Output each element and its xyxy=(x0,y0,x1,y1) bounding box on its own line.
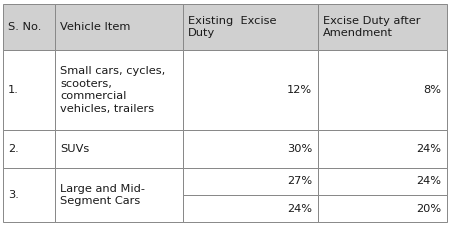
Text: 24%: 24% xyxy=(416,176,441,187)
Text: Excise Duty after
Amendment: Excise Duty after Amendment xyxy=(323,16,420,38)
Bar xyxy=(3,4,55,50)
Text: Vehicle Item: Vehicle Item xyxy=(60,22,130,32)
Bar xyxy=(318,168,447,195)
Bar xyxy=(183,195,318,222)
Text: 3.: 3. xyxy=(8,190,19,200)
Text: 12%: 12% xyxy=(287,85,312,95)
Bar xyxy=(3,50,55,130)
Bar xyxy=(183,168,318,195)
Text: 24%: 24% xyxy=(416,144,441,154)
Text: 1.: 1. xyxy=(8,85,19,95)
Text: 2.: 2. xyxy=(8,144,19,154)
Bar xyxy=(55,130,183,168)
Bar xyxy=(3,130,55,168)
Bar xyxy=(318,4,447,50)
Bar xyxy=(183,130,318,168)
Text: 20%: 20% xyxy=(416,203,441,214)
Bar xyxy=(183,4,318,50)
Bar xyxy=(318,195,447,222)
Text: Existing  Excise
Duty: Existing Excise Duty xyxy=(188,16,276,38)
Bar xyxy=(318,50,447,130)
Bar xyxy=(55,168,183,222)
Bar xyxy=(55,4,183,50)
Text: 24%: 24% xyxy=(287,203,312,214)
Text: Large and Mid-
Segment Cars: Large and Mid- Segment Cars xyxy=(60,184,145,206)
Bar xyxy=(55,50,183,130)
Text: 8%: 8% xyxy=(423,85,441,95)
Bar xyxy=(183,50,318,130)
Text: S. No.: S. No. xyxy=(8,22,41,32)
Text: Small cars, cycles,
scooters,
commercial
vehicles, trailers: Small cars, cycles, scooters, commercial… xyxy=(60,66,165,114)
Bar xyxy=(3,168,55,222)
Bar xyxy=(318,130,447,168)
Text: 27%: 27% xyxy=(287,176,312,187)
Text: SUVs: SUVs xyxy=(60,144,89,154)
Text: 30%: 30% xyxy=(287,144,312,154)
